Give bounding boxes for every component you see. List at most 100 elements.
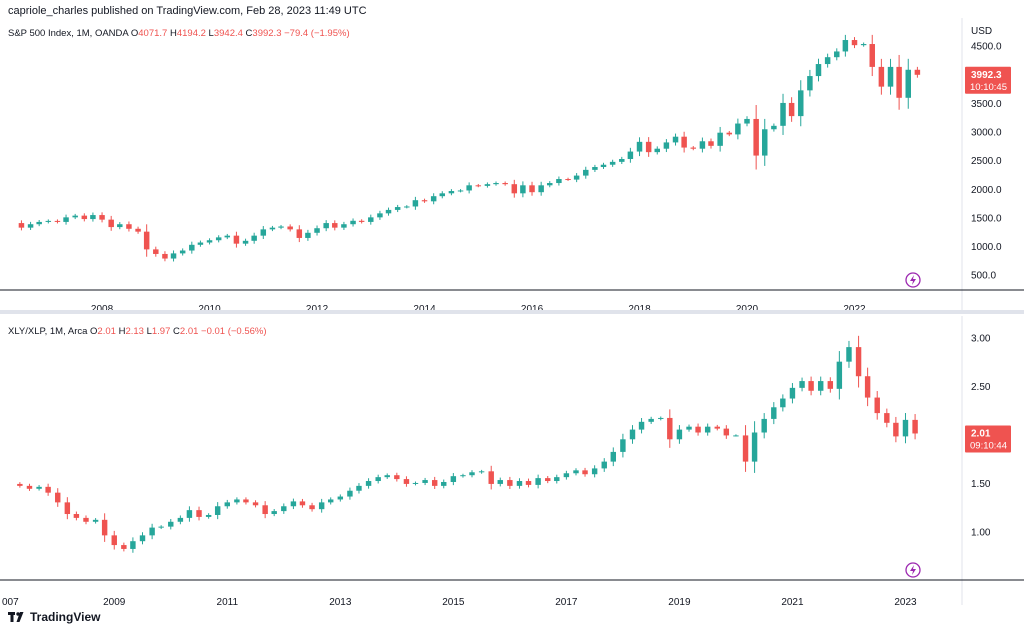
y-tick-label: 3000.0 bbox=[971, 128, 1002, 139]
y-tick-label: 1500.0 bbox=[971, 213, 1002, 224]
candle-body bbox=[350, 220, 356, 225]
y-tick-label: 2500.0 bbox=[971, 156, 1002, 167]
candle-body bbox=[601, 461, 607, 469]
x-tick-label: 2018 bbox=[628, 304, 651, 315]
candle-body bbox=[484, 184, 491, 186]
legend-part: O bbox=[131, 28, 138, 39]
x-tick-label: 2016 bbox=[521, 304, 544, 315]
candle-body bbox=[638, 421, 645, 430]
candle-body bbox=[780, 102, 786, 126]
candle-body bbox=[798, 90, 804, 117]
legend-part: 2.13 bbox=[125, 326, 146, 337]
candle-body bbox=[36, 486, 42, 489]
candle-body bbox=[296, 229, 303, 238]
candle-body bbox=[224, 502, 230, 507]
candle-body bbox=[108, 219, 114, 228]
candle-body bbox=[573, 470, 579, 474]
candle-body bbox=[753, 118, 759, 156]
candle-body bbox=[874, 397, 880, 414]
candle-body bbox=[101, 519, 108, 536]
candle-body bbox=[545, 478, 551, 482]
candle-body bbox=[233, 235, 240, 244]
candle-body bbox=[538, 185, 544, 193]
legend-part: XLY/XLP, 1M, Arca bbox=[8, 326, 90, 337]
candle-body bbox=[520, 185, 526, 194]
x-tick-label: 2017 bbox=[555, 597, 578, 608]
candle-body bbox=[404, 206, 410, 208]
candle-body bbox=[412, 482, 419, 484]
candle-body bbox=[817, 381, 824, 391]
candle-body bbox=[799, 381, 805, 388]
candle-body bbox=[905, 69, 911, 98]
candle-body bbox=[565, 179, 571, 181]
candle-body bbox=[441, 481, 447, 486]
candle-body bbox=[573, 175, 580, 180]
tradingview-footer[interactable]: TradingView bbox=[8, 610, 100, 624]
legend-line: XLY/XLP, 1M, Arca O2.01 H2.13 L1.97 C2.0… bbox=[8, 326, 267, 337]
candle-body bbox=[629, 429, 636, 440]
y-tick-label: 3.00 bbox=[971, 333, 991, 344]
y-tick-label: 4500.0 bbox=[971, 42, 1002, 53]
candle-body bbox=[90, 215, 96, 220]
bar-countdown: 10:10:45 bbox=[970, 82, 1007, 93]
candle-body bbox=[609, 161, 616, 165]
candle-body bbox=[384, 475, 390, 478]
candle-body bbox=[878, 66, 885, 87]
candle-body bbox=[214, 506, 221, 515]
y-tick-label: 1.50 bbox=[971, 479, 991, 490]
legend-part: −79.4 (−1.95%) bbox=[284, 28, 350, 39]
y-tick-label: 2.50 bbox=[971, 382, 991, 393]
candle-body bbox=[72, 215, 78, 218]
candle-body bbox=[252, 502, 259, 506]
x-tick-label: 2010 bbox=[198, 304, 221, 315]
candle-body bbox=[648, 418, 654, 422]
candle-body bbox=[299, 501, 306, 506]
candle-body bbox=[860, 44, 867, 46]
candle-body bbox=[139, 535, 146, 542]
candle-body bbox=[269, 227, 276, 230]
candle-body bbox=[815, 64, 822, 77]
candle-body bbox=[368, 217, 374, 222]
candle-body bbox=[179, 250, 186, 254]
x-tick-label: 2021 bbox=[781, 597, 804, 608]
y-tick-label: 3500.0 bbox=[971, 99, 1002, 110]
candle-body bbox=[912, 419, 918, 434]
candle-body bbox=[808, 381, 814, 391]
candle-body bbox=[206, 240, 213, 243]
lightning-bolt-icon bbox=[910, 565, 916, 575]
footer-brand: TradingView bbox=[30, 610, 101, 624]
x-tick-label: 2008 bbox=[91, 304, 114, 315]
candle-body bbox=[478, 471, 485, 473]
x-tick-label: 007 bbox=[2, 597, 19, 608]
candle-body bbox=[162, 253, 168, 259]
publish-info: capriole_charles published on TradingVie… bbox=[8, 5, 367, 17]
legend-part: 4071.7 bbox=[138, 28, 170, 39]
candle-body bbox=[676, 429, 683, 440]
candle-body bbox=[475, 185, 482, 187]
candle-body bbox=[864, 376, 871, 398]
candle-body bbox=[672, 136, 679, 143]
candle-body bbox=[493, 183, 499, 185]
candle-body bbox=[323, 223, 329, 229]
candle-body bbox=[347, 490, 353, 497]
candle-body bbox=[421, 200, 428, 202]
candle-body bbox=[448, 191, 455, 194]
last-price-value: 3992.3 bbox=[971, 70, 1002, 81]
candle-body bbox=[337, 496, 344, 500]
candle-body bbox=[197, 242, 204, 245]
candle-body bbox=[592, 167, 598, 170]
candle-body bbox=[583, 169, 589, 176]
lightning-bolt-icon bbox=[910, 275, 916, 285]
candle-body bbox=[215, 237, 222, 241]
candle-body bbox=[92, 519, 99, 522]
candle-body bbox=[690, 147, 697, 149]
candle-body bbox=[788, 102, 795, 117]
candle-body bbox=[735, 123, 741, 135]
candle-body bbox=[834, 51, 840, 58]
legend-line: S&P 500 Index, 1M, OANDA O4071.7 H4194.2… bbox=[8, 28, 350, 39]
candle-body bbox=[45, 220, 52, 222]
candle-body bbox=[610, 451, 617, 462]
candle-body bbox=[516, 481, 523, 486]
candle-body bbox=[17, 483, 23, 486]
candle-body bbox=[733, 435, 739, 437]
